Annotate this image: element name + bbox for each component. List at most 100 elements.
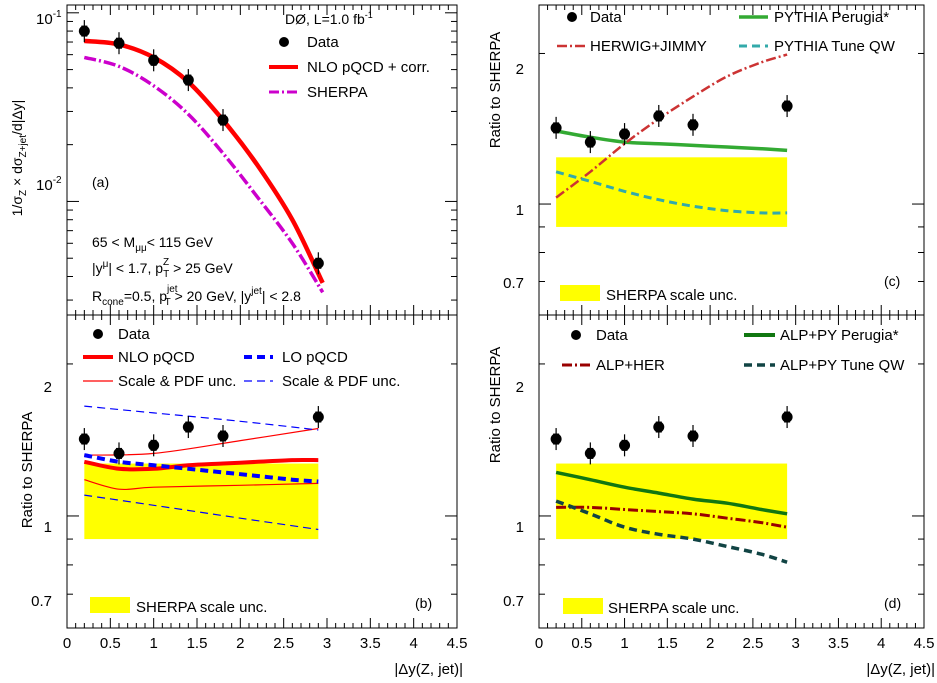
data-point [113,447,125,459]
panel-b-ytick-label-2: 2 [44,379,52,396]
panel-a-data-points [78,20,324,275]
legend-band-swatch [563,598,603,614]
curve-alp-py-tune-qw [555,499,788,564]
x-tick-label-1: 1 [620,635,628,652]
x-tick-label-0-5: 0.5 [100,635,121,652]
data-point [687,430,699,442]
curve-sherpa [83,55,325,294]
cut-muon-rapidity-zpt: |yμ| < 1.7, pZ T > 25 GeV [92,257,233,280]
legend-band-label: SHERPA scale unc. [136,599,267,616]
panel-d-frame [538,314,925,629]
x-tick-label-0: 0 [535,635,543,652]
legend-data-label: Data [596,327,628,344]
legend-her-label: ALP+HER [596,357,665,374]
panel-b-legend: Data NLO pQCD Scale & PDF unc. LO pQCD S… [83,326,400,616]
data-point [182,74,194,86]
panel-d-legend: Data ALP+PY Perugia* ALP+HER ALP+PY Tune… [562,327,905,617]
panel-b-x-tick-labels: 0 0.5 1 1.5 2 2.5 3 3.5 4 4.5 [63,635,468,652]
x-tick-label-0: 0 [63,635,71,652]
x-tick-label-4: 4 [409,635,417,652]
curve-alp-py-perugia [555,470,788,516]
x-tick-label-1: 1 [149,635,157,652]
data-point [217,430,229,442]
legend-band-label: SHERPA scale unc. [606,287,737,304]
panel-c-ytick-label-0.7: 0.7 [503,275,524,292]
panel-d-ytick-label-2: 2 [516,379,524,396]
curve-nlo-scale-pdf-unc-lower [84,479,319,491]
data-point [148,439,160,451]
panel-b-frame [66,314,458,629]
legend-lo-label: LO pQCD [282,349,348,366]
data-point [781,411,793,423]
x-tick-label-4: 4 [877,635,885,652]
panel-c: 2 1 0.7 Ratio to SHERPA Data PYTHIA Peru… [487,4,925,316]
panel-b-data-points [78,406,324,465]
legend-data-marker [93,329,103,339]
legend-perugia-label: PYTHIA Perugia* [774,9,889,26]
panel-c-legend: Data PYTHIA Perugia* HERWIG+JIMMY PYTHIA… [557,9,896,304]
legend-data-marker [571,330,581,340]
panel-d-ytick-label-1: 1 [516,519,524,536]
cut-jet: Rcone=0.5, pjet T > 20 GeV, |yjet| < 2.8 [92,284,301,308]
panel-b-ytick-label-1: 1 [44,519,52,536]
panel-b-curves [83,405,319,531]
data-point [78,25,90,37]
panel-b-label: (b) [415,595,432,611]
data-point [584,447,596,459]
panel-d-band [556,463,788,540]
curve-nlo-pqcd [83,457,319,472]
panel-b-y-axis-title: Ratio to SHERPA [19,412,36,528]
cut-mass: 65 < Mμμ< 115 GeV [92,234,214,254]
panel-a: 10-1 10-2 1/σZ × dσZ+jet/d|Δy| DØ, L=1.0… [9,4,458,316]
panel-d-data-points [550,406,793,465]
panel-b-band [84,463,319,540]
legend-lo-unc-label: Scale & PDF unc. [282,373,400,390]
data-point [78,433,90,445]
legend-data-marker [567,12,577,22]
curve-pythia-tune-qw [555,170,788,215]
panel-a-ytick-label-0.1: 10-1 [36,9,62,28]
curve-alp-her [556,505,788,529]
panel-c-band [556,157,788,227]
panel-b-ytick-label-0.7: 0.7 [31,593,52,610]
legend-qw-label: PYTHIA Tune QW [774,38,896,55]
x-tick-label-2-5: 2.5 [273,635,294,652]
panel-c-label: (c) [884,273,900,289]
legend-perugia-label: ALP+PY Perugia* [780,327,899,344]
data-point [182,421,194,433]
data-point [550,122,562,134]
legend-data-label: Data [118,326,150,343]
panel-c-ytick-label-1: 1 [516,202,524,219]
data-point [619,128,631,140]
legend-band-label: SHERPA scale unc. [608,600,739,617]
legend-data-label: Data [590,9,622,26]
x-tick-label-1-5: 1.5 [187,635,208,652]
panel-a-ytick-label-0.01: 10-2 [36,175,62,194]
data-point [113,37,125,49]
x-tick-label-3: 3 [323,635,331,652]
legend-nlo-label: NLO pQCD [118,349,195,366]
data-point [217,114,229,126]
legend-sherpa-label: SHERPA [307,84,368,101]
x-tick-label-2: 2 [236,635,244,652]
data-point [312,257,324,269]
x-tick-label-3-5: 3.5 [828,635,849,652]
panel-c-y-axis-title: Ratio to SHERPA [487,32,504,148]
panel-b: 2 1 0.7 Ratio to SHERPA Data NLO pQCD Sc… [19,314,468,678]
panel-d: 2 1 0.7 Ratio to SHERPA Data ALP+PY Peru… [487,314,935,678]
x-tick-label-3-5: 3.5 [360,635,381,652]
panel-d-ytick-label-0.7: 0.7 [503,593,524,610]
panel-d-label: (d) [884,595,901,611]
data-point [653,421,665,433]
data-point [653,110,665,122]
legend-data-marker [279,37,289,47]
panel-d-x-axis-title: |Δy(Z, jet)| [866,661,935,678]
data-point [550,433,562,445]
curve-lo-scale-pdf-unc-upper [84,405,319,431]
legend-nlo-unc-label: Scale & PDF unc. [118,373,236,390]
panel-a-label: (a) [92,174,109,190]
panel-c-ticks [538,5,925,316]
data-point [584,136,596,148]
panel-a-y-axis-title: 1/σZ × dσZ+jet/d|Δy| [9,100,29,217]
panel-c-data-points [550,95,793,154]
